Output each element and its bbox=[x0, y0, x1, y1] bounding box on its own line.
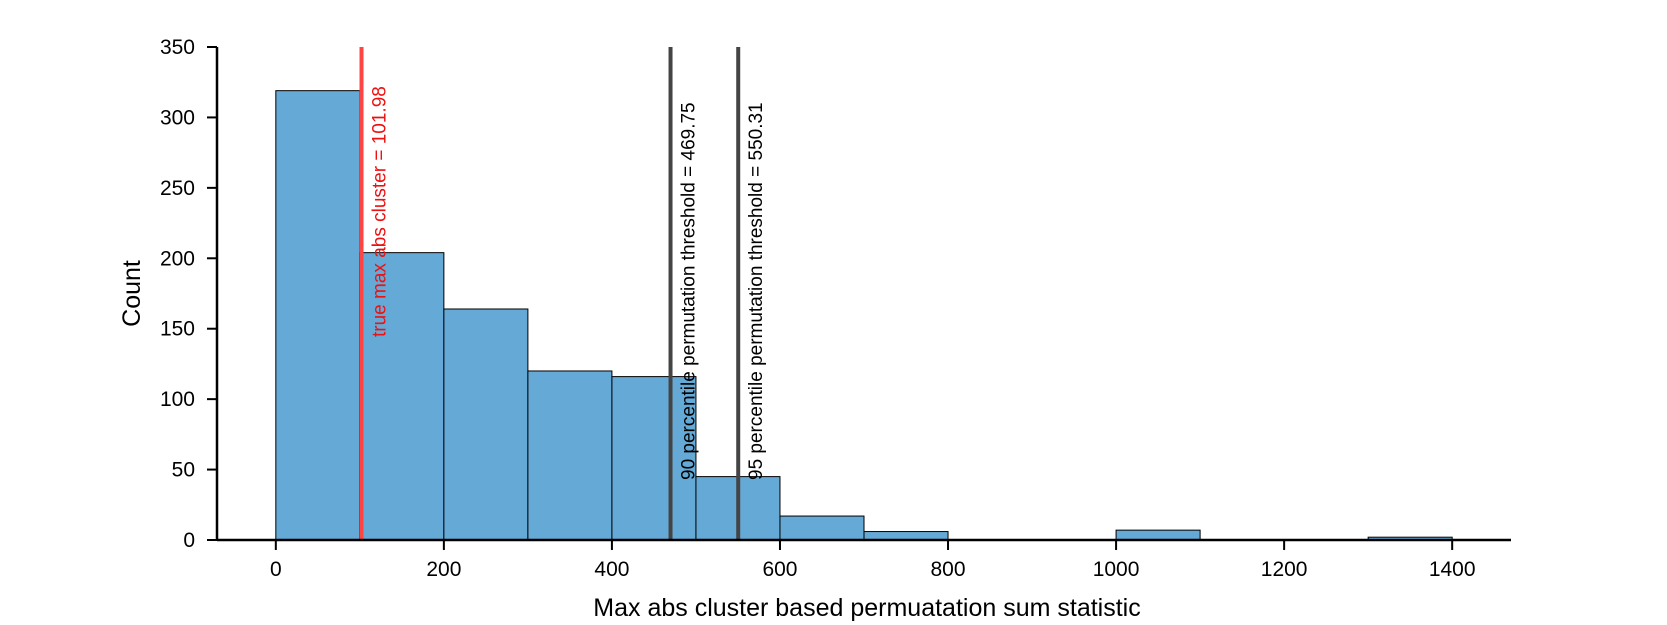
y-tick-label: 50 bbox=[172, 459, 195, 482]
y-tick-label: 150 bbox=[160, 318, 195, 341]
x-axis-title: Max abs cluster based permuatation sum s… bbox=[593, 594, 1140, 622]
y-tick-label: 200 bbox=[160, 247, 195, 270]
y-tick-label: 100 bbox=[160, 388, 195, 411]
histogram-bar bbox=[275, 90, 361, 541]
histogram-bar bbox=[443, 308, 529, 541]
histogram-bar bbox=[359, 252, 445, 541]
threshold-label: 95 percentile permutation threshold = 55… bbox=[746, 102, 767, 480]
x-tick-label: 200 bbox=[426, 558, 461, 581]
x-tick-label: 800 bbox=[931, 558, 966, 581]
y-tick-label: 0 bbox=[183, 529, 195, 552]
y-tick-label: 300 bbox=[160, 106, 195, 129]
axes: 0 200 400 600 800 1000 1200 1400 0 50 100 150 200 250… bbox=[160, 36, 1511, 581]
x-tick-label: 1400 bbox=[1429, 558, 1476, 581]
histogram-bars bbox=[275, 90, 1453, 541]
threshold-lines: true max abs cluster = 101.98 90 percenti… bbox=[359, 47, 767, 540]
y-axis-title: Count bbox=[118, 260, 146, 327]
x-tick-label: 400 bbox=[594, 558, 629, 581]
histogram-bar bbox=[1115, 529, 1201, 541]
histogram-bar bbox=[863, 531, 949, 541]
x-tick-label: 600 bbox=[762, 558, 797, 581]
x-tick-label: 1000 bbox=[1093, 558, 1140, 581]
threshold-label: 90 percentile permutation threshold = 46… bbox=[679, 102, 700, 480]
y-tick-label: 250 bbox=[160, 177, 195, 200]
y-tick-label: 350 bbox=[160, 36, 195, 59]
histogram-bar bbox=[611, 376, 697, 541]
histogram-bar bbox=[527, 370, 613, 541]
x-tick-label: 0 bbox=[270, 558, 282, 581]
histogram-bar bbox=[779, 515, 865, 541]
threshold-label: true max abs cluster = 101.98 bbox=[370, 86, 391, 337]
x-tick-label: 1200 bbox=[1261, 558, 1308, 581]
